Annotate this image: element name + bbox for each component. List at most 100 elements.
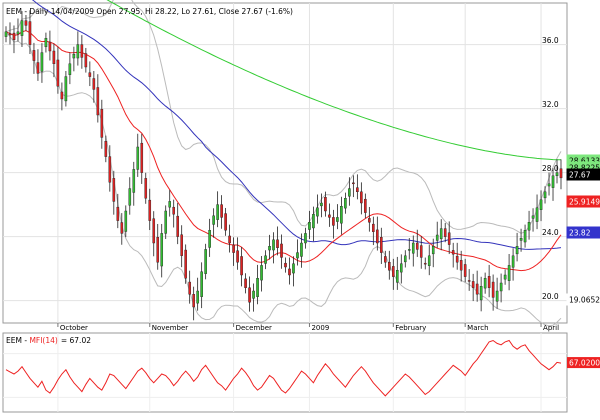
candle-down — [240, 256, 243, 276]
candle-up — [296, 252, 299, 259]
price-panel: 20.0 24.0 28.0 32.0 36.0 28.613328.822527.67… — [2, 0, 600, 332]
candle-down — [380, 237, 383, 253]
candle-up — [160, 233, 164, 267]
price-badge-2: 27.67 — [566, 168, 600, 181]
price-badge-bg — [566, 226, 600, 239]
candle-down — [288, 268, 291, 276]
candle-up — [320, 202, 323, 207]
candle-up — [292, 263, 295, 274]
candle-down — [487, 276, 491, 288]
candle-up — [543, 191, 547, 199]
candle-down — [36, 62, 40, 74]
candle-down — [60, 91, 64, 100]
candle-down — [360, 191, 363, 204]
candle-up — [164, 210, 168, 234]
candle-up — [395, 270, 399, 283]
candle-down — [28, 21, 32, 45]
month-label-0: October — [60, 324, 88, 332]
month-label-5: March — [467, 324, 488, 332]
candle-down — [92, 78, 96, 90]
candle-down — [423, 262, 427, 265]
candle-down — [384, 256, 387, 263]
candle-down — [328, 214, 331, 218]
candlesticks — [4, 10, 563, 321]
candle-down — [116, 206, 120, 221]
candle-down — [148, 199, 152, 221]
candle-up — [212, 215, 215, 225]
candle-up — [204, 249, 207, 274]
candle-down — [419, 245, 423, 258]
candle-down — [84, 53, 88, 68]
price-badge-bg — [566, 195, 600, 208]
chart-title: EEM - Daily 14/04/2009 Open 27.95, Hi 28… — [6, 7, 293, 16]
candle-down — [352, 182, 355, 185]
candle-down — [475, 283, 479, 295]
price-tick-label: 36.0 — [542, 36, 559, 45]
candle-up — [531, 215, 535, 219]
candle-up — [407, 249, 411, 251]
candle-down — [248, 287, 251, 303]
candle-down — [388, 262, 391, 271]
candle-down — [447, 232, 451, 245]
candle-up — [196, 290, 199, 304]
candle-up — [535, 207, 539, 222]
mfi-badge: 67.0200 — [567, 357, 600, 369]
price-tick-label: 20.0 — [542, 292, 559, 301]
mfi-series — [5, 339, 562, 397]
candle-down — [491, 281, 495, 298]
candle-down — [451, 250, 455, 255]
candle-down — [276, 239, 279, 249]
mfi-title-prefix: EEM - — [6, 336, 29, 345]
mfi-line — [5, 339, 562, 397]
candle-up — [547, 183, 551, 187]
candle-up — [555, 172, 559, 177]
month-label-1: November — [152, 324, 189, 332]
candle-up — [523, 229, 527, 243]
candle-down — [356, 187, 359, 192]
candle-up — [44, 38, 48, 48]
candle-down — [415, 242, 419, 250]
price-badge-bg — [566, 168, 600, 181]
candle-up — [340, 205, 343, 224]
candle-down — [12, 32, 16, 41]
candle-down — [104, 141, 108, 157]
price-tick-label: 24.0 — [542, 228, 559, 237]
candle-up — [216, 204, 219, 220]
candle-up — [539, 199, 543, 210]
price-badge-value: 23.82 — [569, 229, 591, 238]
candle-up — [427, 255, 431, 266]
candle-up — [256, 278, 259, 297]
mfi-title: EEM - MFI(14) = 67.02 — [6, 336, 91, 345]
candle-down — [56, 59, 60, 87]
candle-up — [272, 239, 275, 251]
candle-up — [511, 255, 515, 268]
candle-up — [348, 188, 351, 197]
candle-up — [435, 234, 439, 241]
candle-down — [192, 294, 195, 308]
candle-down — [108, 156, 112, 183]
mfi-indicator-label: MFI(14) — [29, 336, 57, 345]
candle-down — [172, 206, 175, 215]
candle-down — [32, 50, 36, 61]
candle-down — [184, 249, 187, 279]
candle-down — [100, 109, 104, 138]
price-badge-3: 25.9149 — [566, 195, 600, 208]
candle-up — [411, 242, 415, 254]
mfi-grid — [3, 333, 567, 412]
price-axis-ticks: 20.0 24.0 28.0 32.0 36.0 — [542, 36, 559, 301]
candle-up — [128, 188, 132, 206]
candle-up — [124, 210, 128, 232]
mfi-panel-frame — [2, 332, 568, 413]
candle-down — [244, 278, 247, 288]
candle-up — [499, 282, 503, 292]
month-labels: October November December 2009 February March… — [57, 323, 559, 332]
candle-down — [188, 281, 191, 295]
price-badge-value: 28.8225 — [569, 164, 600, 173]
candle-down — [236, 250, 239, 263]
candle-down — [232, 244, 235, 253]
ma200-line — [106, 0, 562, 161]
candle-down — [144, 178, 148, 199]
candle-down — [112, 178, 116, 202]
